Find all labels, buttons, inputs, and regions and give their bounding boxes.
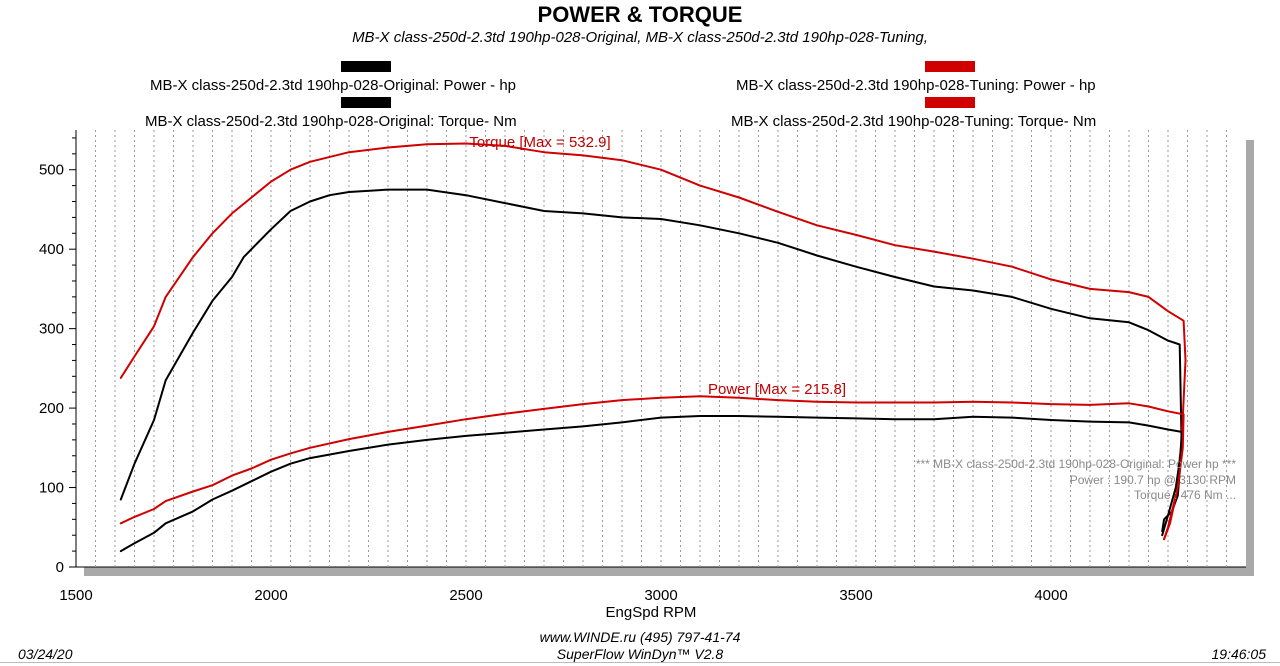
- power-max-annotation: Power [Max = 215.8]: [708, 381, 846, 398]
- series-line-tuning-torque: [119, 142, 1187, 541]
- info-box-line2: Power : 190.7 hp @ 3130 RPM: [1070, 473, 1236, 487]
- chart-title: POWER & TORQUE: [537, 2, 743, 27]
- y-tick-labels: 0 100 200 300 400 500: [39, 162, 64, 576]
- footer-website: www.WINDE.ru (495) 797-41-74: [539, 629, 741, 645]
- series-line-original-power: [119, 415, 1183, 553]
- legend-original-torque: MB-X class-250d-2.3td 190hp-028-Original…: [145, 113, 517, 130]
- y-tick-label: 200: [39, 400, 64, 417]
- footer-divider: [0, 662, 1280, 663]
- footer-time: 19:46:05: [1211, 646, 1267, 662]
- series-line-tuning-power: [119, 395, 1185, 541]
- footer-software: SuperFlow WinDyn™ V2.8: [556, 646, 724, 662]
- legend-swatch-original-torque: [341, 97, 391, 108]
- footer-date: 03/24/20: [18, 646, 73, 662]
- y-tick-label: 300: [39, 321, 64, 338]
- y-tick-label: 0: [56, 559, 64, 576]
- torque-max-annotation: Torque [Max = 532.9]: [469, 134, 610, 151]
- info-box-line3: Torque : 476 Nm ...: [1134, 488, 1236, 502]
- legend-tuning-power: MB-X class-250d-2.3td 190hp-028-Tuning: …: [736, 77, 1096, 94]
- x-axis-label: EngSpd RPM: [606, 604, 697, 621]
- series-line-original-torque: [119, 188, 1183, 533]
- minor-ticks: [69, 137, 76, 568]
- x-tick-label: 3500: [839, 587, 872, 604]
- y-tick-label: 500: [39, 162, 64, 179]
- x-tick-label: 2000: [254, 587, 287, 604]
- legend-swatch-tuning-power: [925, 61, 975, 72]
- x-tick-labels: 1500 2000 2500 3000 3500 4000: [59, 587, 1067, 604]
- plot-area: [76, 130, 1246, 567]
- x-tick-label: 3000: [644, 587, 677, 604]
- legend-swatch-tuning-torque: [925, 97, 975, 108]
- legend-tuning-torque: MB-X class-250d-2.3td 190hp-028-Tuning: …: [731, 113, 1097, 130]
- x-tick-label: 4000: [1034, 587, 1067, 604]
- y-tick-label: 100: [39, 480, 64, 497]
- x-tick-label: 2500: [449, 587, 482, 604]
- chart-subtitle: MB-X class-250d-2.3td 190hp-028-Original…: [352, 29, 928, 46]
- legend-swatch-original-power: [341, 61, 391, 72]
- info-box-line1: *** MB-X class-250d-2.3td 190hp-028-Orig…: [916, 457, 1236, 471]
- legend-original-power: MB-X class-250d-2.3td 190hp-028-Original…: [150, 77, 517, 94]
- x-tick-label: 1500: [59, 587, 92, 604]
- series-lines: [119, 142, 1187, 553]
- y-tick-label: 400: [39, 241, 64, 258]
